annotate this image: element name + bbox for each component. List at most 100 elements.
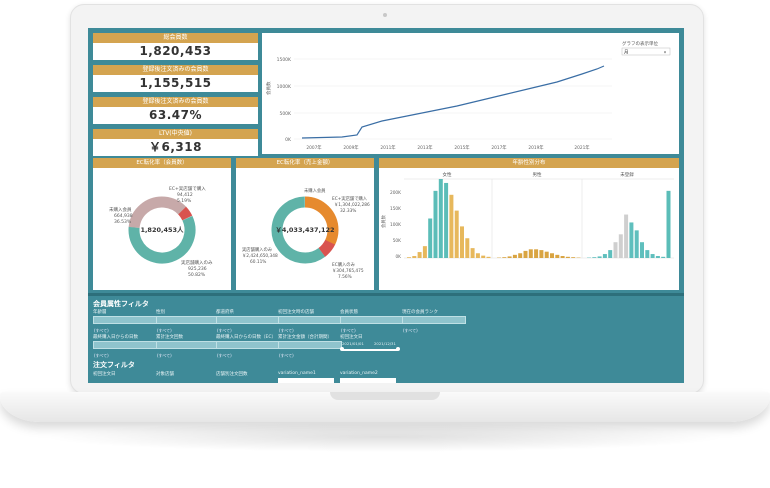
date-range-handle-end[interactable] <box>396 347 400 351</box>
age-ylabel: 会員数 <box>380 214 387 228</box>
donut1-label: 925,236 <box>188 266 207 272</box>
kpi-card-ordered-rate: 登録後注文済みの会員数 63.47% <box>93 97 258 124</box>
line-xtick: 2007年 <box>306 144 322 151</box>
ec-conversion-sales-panel: EC転化率（売上金額） ￥4,033,437,122 未購入会員 EC+実店舗で… <box>236 158 374 290</box>
donut1-label: 94,412 <box>177 192 193 198</box>
age-bar <box>655 256 660 258</box>
donut1-center: 1,820,453人 <box>140 225 184 234</box>
age-ytick: 100K <box>390 222 401 228</box>
variation-name1-input[interactable] <box>278 378 334 383</box>
filter-value: (すべて) <box>279 328 294 333</box>
age-bar <box>507 256 512 258</box>
variation-name2-input[interactable] <box>340 378 396 383</box>
age-bar <box>528 249 533 258</box>
age-bar <box>460 226 464 258</box>
filter-gender-select[interactable]: (すべて) <box>156 316 220 333</box>
date-range-handle-start[interactable] <box>340 347 344 351</box>
filter-label: 初回注文時の店舗 <box>278 310 314 315</box>
panel-title: 年齢性別分布 <box>379 158 679 168</box>
age-ytick: 200K <box>390 190 401 196</box>
age-bar <box>433 190 438 258</box>
donut2-label: EC+実店舗で購入 <box>332 195 368 202</box>
filter-label: 累計注文金額（合計期間） <box>278 335 332 340</box>
date-range-end: 2021/12/31 <box>374 341 396 346</box>
donut2-label: 7.56% <box>338 274 352 280</box>
age-bar <box>618 234 623 258</box>
donut2-label: ￥304,765,475 <box>332 268 364 274</box>
age-bar <box>650 254 655 258</box>
age-group-label: 男性 <box>533 171 542 178</box>
age-bar <box>454 210 459 258</box>
panel-title: EC転化率（売上金額） <box>236 158 374 168</box>
age-bar <box>512 254 517 258</box>
filter-prefecture-select[interactable]: (すべて) <box>216 316 280 333</box>
filter-label: 都道府県 <box>216 310 234 315</box>
line-xtick: 2021年 <box>574 144 590 151</box>
age-bar <box>592 257 597 258</box>
filter-days-since-purchase-ec[interactable]: (すべて) <box>216 341 280 358</box>
donut1-slice-store-only <box>128 196 196 264</box>
filter-value: (すべて) <box>279 353 294 358</box>
filter-label: 最終購入日からの日数 <box>93 335 138 340</box>
filter-label: 初回注文日 <box>340 335 363 340</box>
age-gender-panel: 年齢性別分布 会員数 200K 150K 100K 50K 0K 女性 男性 未… <box>379 158 679 290</box>
line-ytick: 0K <box>285 137 292 143</box>
age-bar <box>634 230 639 258</box>
donut2-label: 実店舗購入のみ <box>242 246 273 253</box>
donut2-label: 32.33% <box>340 208 356 214</box>
laptop-base <box>0 392 770 422</box>
age-bar <box>571 257 576 258</box>
kpi-value: ￥6,318 <box>149 140 202 154</box>
age-bar <box>518 253 523 258</box>
camera-dot <box>383 13 387 17</box>
age-gender-chart: 会員数 200K 150K 100K 50K 0K 女性 男性 未登録 <box>380 171 674 260</box>
age-bar <box>560 256 565 258</box>
filter-order-count[interactable]: (すべて) <box>156 341 220 358</box>
filter-value: (すべて) <box>157 328 172 333</box>
age-bar <box>565 256 570 258</box>
age-bar <box>438 179 443 258</box>
age-bar <box>465 238 470 258</box>
age-bar <box>550 253 554 258</box>
filter-label: 会員状態 <box>340 310 358 315</box>
dashboard-screen: 総会員数 1,820,453 登録後注文済みの会員数 1,155,515 登録後… <box>88 28 684 383</box>
filter-age-select[interactable]: (すべて) <box>93 316 157 333</box>
donut2-label: 未購入会員 <box>304 187 326 194</box>
filter-label: 最終購入日からの日数（EC） <box>216 335 276 340</box>
filter-value: (すべて) <box>94 353 109 358</box>
laptop-notch <box>330 392 440 400</box>
filter-days-since-purchase[interactable]: (すべて) <box>93 341 157 358</box>
filter-member-status-select[interactable]: (すべて) <box>340 316 404 333</box>
age-bar <box>422 246 427 258</box>
age-bar <box>661 256 666 258</box>
donut1-label: 実店舗購入のみ <box>181 259 213 266</box>
age-ytick: 0K <box>395 254 401 260</box>
donut2-slice-ec-only <box>271 196 339 264</box>
unit-select-value: 月 <box>624 50 629 56</box>
filter-order-amount[interactable]: (すべて) <box>278 341 342 358</box>
laptop-lid: 総会員数 1,820,453 登録後注文済みの会員数 1,155,515 登録後… <box>70 4 704 394</box>
kpi-card-total-members: 総会員数 1,820,453 <box>93 33 258 60</box>
filter-rank-select[interactable]: (すべて) <box>402 316 466 333</box>
kpi-label: LTV(中央値) <box>93 129 258 139</box>
age-bar <box>602 254 607 258</box>
filter-value: (すべて) <box>94 328 109 333</box>
line-ytick: 500K <box>279 111 292 117</box>
donut1-label: 50.82% <box>188 272 206 278</box>
age-bar <box>624 214 629 258</box>
donut2-center: ￥4,033,437,122 <box>275 226 334 234</box>
filter-value: (すべて) <box>403 328 418 333</box>
filter-first-store-select[interactable]: (すべて) <box>278 316 342 333</box>
age-bar <box>666 190 671 258</box>
line-ylabel: 会員数 <box>265 81 272 95</box>
filter-value: (すべて) <box>217 328 232 333</box>
kpi-card-ltv: LTV(中央値) ￥6,318 <box>93 129 258 156</box>
donut1-label: 5.19% <box>177 198 192 204</box>
age-bar <box>407 257 411 258</box>
unit-select[interactable] <box>621 47 671 56</box>
filter-label: variation_name2 <box>340 371 378 376</box>
age-bar <box>597 256 602 258</box>
date-range-slider[interactable] <box>342 349 398 351</box>
age-bar <box>444 182 449 258</box>
donut2-label: ￥1,304,022,286 <box>334 202 370 208</box>
